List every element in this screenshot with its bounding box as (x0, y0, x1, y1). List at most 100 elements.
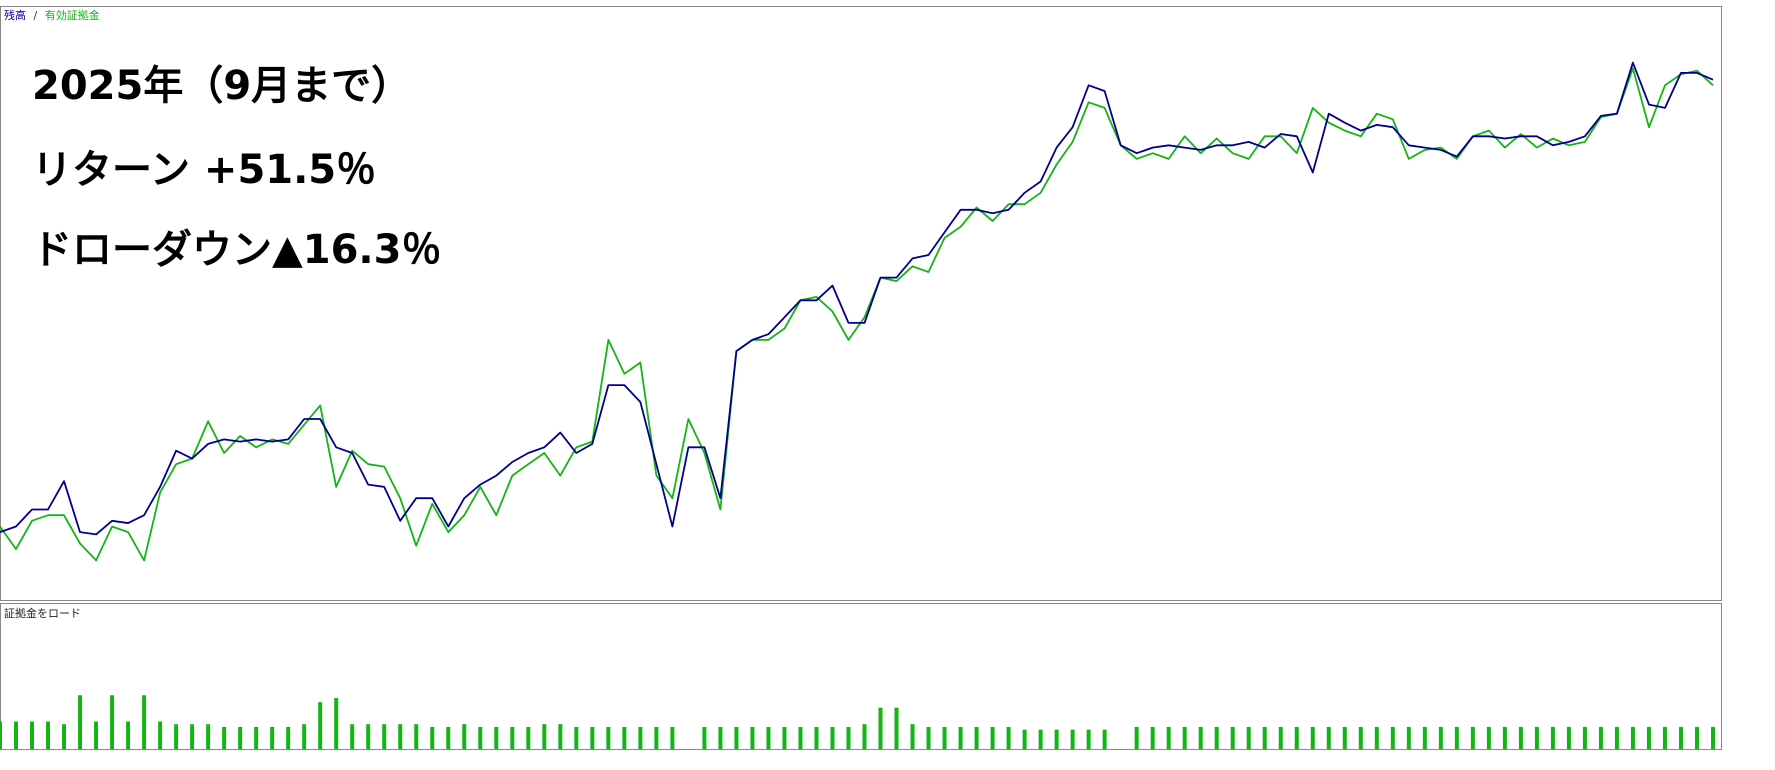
bar (526, 726, 531, 749)
bar (126, 721, 131, 749)
bar (750, 726, 755, 749)
bar (1662, 726, 1667, 749)
bar (574, 726, 579, 749)
bar (286, 726, 291, 749)
bar (1550, 726, 1555, 749)
legend-entry: 残高 (4, 8, 26, 22)
bar (974, 726, 979, 749)
bar (366, 724, 371, 749)
bar (382, 724, 387, 749)
bar (766, 726, 771, 749)
bar (334, 698, 339, 749)
bar (110, 695, 115, 749)
bar (862, 724, 867, 749)
main-panel-frame (0, 6, 1722, 601)
bar (158, 721, 163, 749)
bar (1006, 726, 1011, 749)
bar (1406, 726, 1411, 749)
bar (654, 726, 659, 749)
bar (1310, 726, 1315, 749)
legend-entry: 有効証拠金 (45, 8, 100, 22)
bar (1502, 726, 1507, 749)
bar (1694, 726, 1699, 749)
bar (414, 724, 419, 749)
bar (878, 707, 883, 749)
bar (590, 726, 595, 749)
bar (190, 724, 195, 749)
bar (494, 726, 499, 749)
bar (1566, 726, 1571, 749)
bar (1390, 726, 1395, 749)
bar (430, 726, 435, 749)
series-line (0, 67, 1714, 562)
annotation: リターン +51.5％ (32, 147, 376, 193)
bar (1678, 726, 1683, 749)
bar (542, 724, 547, 749)
bar (1374, 726, 1379, 749)
bar (1150, 726, 1155, 749)
bar (1294, 726, 1299, 749)
bar (142, 695, 147, 749)
bar (910, 724, 915, 749)
bar (94, 721, 99, 749)
bar (990, 726, 995, 749)
bar (1646, 726, 1651, 749)
bar (222, 726, 227, 749)
bar (1534, 726, 1539, 749)
bar (1086, 729, 1091, 749)
bar (558, 724, 563, 749)
bar (718, 726, 723, 749)
bar (1422, 726, 1427, 749)
bar (1710, 726, 1715, 749)
bar (1598, 726, 1603, 749)
bar (1246, 726, 1251, 749)
bar (510, 726, 515, 749)
bar (1262, 726, 1267, 749)
bar (254, 726, 259, 749)
bar (1278, 726, 1283, 749)
bar (1358, 726, 1363, 749)
mark-layer (0, 61, 1715, 749)
bar (478, 726, 483, 749)
bar (958, 726, 963, 749)
bar (622, 726, 627, 749)
annotation: ドローダウン▲16.3％ (32, 227, 441, 273)
bar (926, 726, 931, 749)
bar (1582, 726, 1587, 749)
bar (446, 726, 451, 749)
legend-separator: / (34, 9, 38, 22)
bar (606, 726, 611, 749)
bar (1230, 726, 1235, 749)
sub-panel-frame (0, 603, 1722, 750)
bar (670, 726, 675, 749)
bar (1630, 726, 1635, 749)
bar (1134, 726, 1139, 749)
bar (318, 702, 323, 749)
bar (1070, 729, 1075, 749)
bar (0, 721, 2, 749)
bar (62, 724, 67, 749)
bar (1214, 726, 1219, 749)
bar (734, 726, 739, 749)
bar (14, 721, 19, 749)
bar (1438, 726, 1443, 749)
text-layer: 残高 / 有効証拠金 2025年（9月まで） リターン +51.5％ ドローダウ… (4, 8, 441, 620)
bar (462, 724, 467, 749)
bar (1022, 729, 1027, 749)
bar (1326, 726, 1331, 749)
bar (782, 726, 787, 749)
bar (78, 695, 83, 749)
series-line (0, 61, 1714, 536)
bar (702, 726, 707, 749)
sub-chart-title: 証拠金をロード (4, 606, 81, 620)
bar (846, 726, 851, 749)
bar (206, 724, 211, 749)
bar (270, 726, 275, 749)
legend: 残高 / 有効証拠金 (4, 8, 100, 22)
bar (1342, 726, 1347, 749)
bar (894, 707, 899, 749)
bar (1470, 726, 1475, 749)
bar (1518, 726, 1523, 749)
